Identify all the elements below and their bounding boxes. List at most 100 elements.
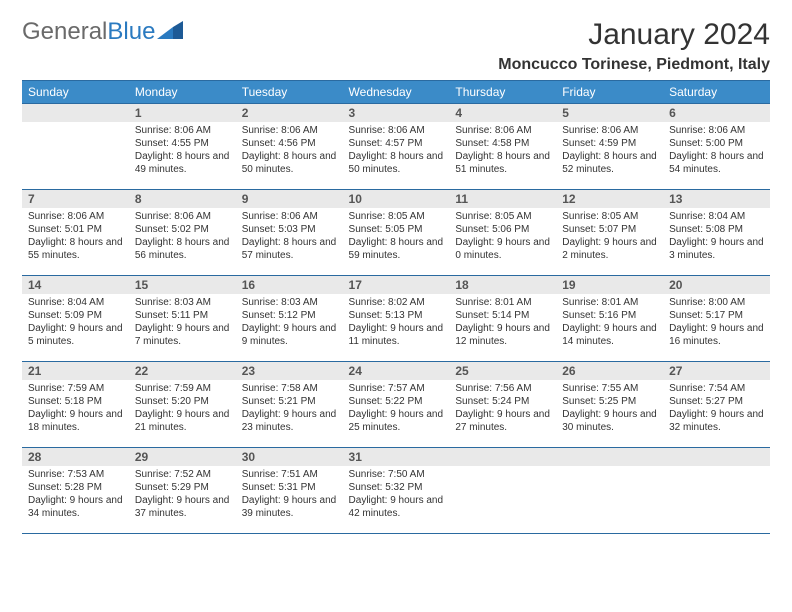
- day-number: 27: [663, 362, 770, 380]
- day-content: Sunrise: 8:06 AMSunset: 5:02 PMDaylight:…: [129, 208, 236, 266]
- day-content: Sunrise: 8:06 AMSunset: 5:03 PMDaylight:…: [236, 208, 343, 266]
- day-content: Sunrise: 7:58 AMSunset: 5:21 PMDaylight:…: [236, 380, 343, 438]
- day-number: 6: [663, 104, 770, 122]
- day-number: 8: [129, 190, 236, 208]
- day-content: Sunrise: 7:59 AMSunset: 5:18 PMDaylight:…: [22, 380, 129, 438]
- calendar-cell: 30Sunrise: 7:51 AMSunset: 5:31 PMDayligh…: [236, 448, 343, 534]
- day-number: 20: [663, 276, 770, 294]
- calendar-row: 7Sunrise: 8:06 AMSunset: 5:01 PMDaylight…: [22, 190, 770, 276]
- calendar-cell: 31Sunrise: 7:50 AMSunset: 5:32 PMDayligh…: [343, 448, 450, 534]
- day-number: 16: [236, 276, 343, 294]
- day-number: 13: [663, 190, 770, 208]
- calendar-cell: 4Sunrise: 8:06 AMSunset: 4:58 PMDaylight…: [449, 104, 556, 190]
- day-content: Sunrise: 8:05 AMSunset: 5:07 PMDaylight:…: [556, 208, 663, 266]
- calendar-cell: 21Sunrise: 7:59 AMSunset: 5:18 PMDayligh…: [22, 362, 129, 448]
- calendar-cell: 8Sunrise: 8:06 AMSunset: 5:02 PMDaylight…: [129, 190, 236, 276]
- day-content: Sunrise: 8:06 AMSunset: 4:56 PMDaylight:…: [236, 122, 343, 180]
- day-number: 7: [22, 190, 129, 208]
- day-number: 22: [129, 362, 236, 380]
- calendar-cell: 23Sunrise: 7:58 AMSunset: 5:21 PMDayligh…: [236, 362, 343, 448]
- calendar-cell: 7Sunrise: 8:06 AMSunset: 5:01 PMDaylight…: [22, 190, 129, 276]
- weekday-header: Wednesday: [343, 81, 450, 104]
- day-number: 18: [449, 276, 556, 294]
- day-number: [449, 448, 556, 466]
- day-number: 17: [343, 276, 450, 294]
- weekday-header: Sunday: [22, 81, 129, 104]
- logo-text-general: General: [22, 18, 107, 46]
- day-content: Sunrise: 7:53 AMSunset: 5:28 PMDaylight:…: [22, 466, 129, 524]
- calendar-row: 28Sunrise: 7:53 AMSunset: 5:28 PMDayligh…: [22, 448, 770, 534]
- weekday-header: Tuesday: [236, 81, 343, 104]
- weekday-header: Monday: [129, 81, 236, 104]
- day-number: 23: [236, 362, 343, 380]
- day-number: 15: [129, 276, 236, 294]
- calendar-row: 14Sunrise: 8:04 AMSunset: 5:09 PMDayligh…: [22, 276, 770, 362]
- calendar-cell: 19Sunrise: 8:01 AMSunset: 5:16 PMDayligh…: [556, 276, 663, 362]
- calendar-cell: 22Sunrise: 7:59 AMSunset: 5:20 PMDayligh…: [129, 362, 236, 448]
- weekday-header: Thursday: [449, 81, 556, 104]
- logo-mark-icon: [157, 18, 183, 46]
- day-content: Sunrise: 7:51 AMSunset: 5:31 PMDaylight:…: [236, 466, 343, 524]
- day-content: Sunrise: 8:02 AMSunset: 5:13 PMDaylight:…: [343, 294, 450, 352]
- day-number: 21: [22, 362, 129, 380]
- page-subtitle: Moncucco Torinese, Piedmont, Italy: [22, 56, 770, 74]
- day-number: 4: [449, 104, 556, 122]
- calendar-cell: 29Sunrise: 7:52 AMSunset: 5:29 PMDayligh…: [129, 448, 236, 534]
- calendar-cell: 12Sunrise: 8:05 AMSunset: 5:07 PMDayligh…: [556, 190, 663, 276]
- day-number: 31: [343, 448, 450, 466]
- logo: GeneralBlue: [22, 18, 183, 46]
- calendar-cell: 27Sunrise: 7:54 AMSunset: 5:27 PMDayligh…: [663, 362, 770, 448]
- calendar-cell: 5Sunrise: 8:06 AMSunset: 4:59 PMDaylight…: [556, 104, 663, 190]
- calendar-cell: 13Sunrise: 8:04 AMSunset: 5:08 PMDayligh…: [663, 190, 770, 276]
- day-number: 19: [556, 276, 663, 294]
- calendar-cell: 2Sunrise: 8:06 AMSunset: 4:56 PMDaylight…: [236, 104, 343, 190]
- calendar-cell: 16Sunrise: 8:03 AMSunset: 5:12 PMDayligh…: [236, 276, 343, 362]
- weekday-header: Friday: [556, 81, 663, 104]
- weekday-header-row: SundayMondayTuesdayWednesdayThursdayFrid…: [22, 81, 770, 104]
- calendar-cell: 17Sunrise: 8:02 AMSunset: 5:13 PMDayligh…: [343, 276, 450, 362]
- calendar-cell: 10Sunrise: 8:05 AMSunset: 5:05 PMDayligh…: [343, 190, 450, 276]
- calendar-cell: 15Sunrise: 8:03 AMSunset: 5:11 PMDayligh…: [129, 276, 236, 362]
- day-content: Sunrise: 7:54 AMSunset: 5:27 PMDaylight:…: [663, 380, 770, 438]
- calendar-cell-empty: [663, 448, 770, 534]
- day-number: 5: [556, 104, 663, 122]
- calendar-table: SundayMondayTuesdayWednesdayThursdayFrid…: [22, 80, 770, 534]
- day-content: Sunrise: 8:04 AMSunset: 5:08 PMDaylight:…: [663, 208, 770, 266]
- calendar-cell: 18Sunrise: 8:01 AMSunset: 5:14 PMDayligh…: [449, 276, 556, 362]
- day-number: 1: [129, 104, 236, 122]
- day-content: Sunrise: 8:06 AMSunset: 4:58 PMDaylight:…: [449, 122, 556, 180]
- calendar-cell: 24Sunrise: 7:57 AMSunset: 5:22 PMDayligh…: [343, 362, 450, 448]
- calendar-cell: 28Sunrise: 7:53 AMSunset: 5:28 PMDayligh…: [22, 448, 129, 534]
- day-number: [22, 104, 129, 122]
- day-content: Sunrise: 8:06 AMSunset: 4:59 PMDaylight:…: [556, 122, 663, 180]
- day-content: Sunrise: 8:01 AMSunset: 5:16 PMDaylight:…: [556, 294, 663, 352]
- day-content: Sunrise: 8:05 AMSunset: 5:06 PMDaylight:…: [449, 208, 556, 266]
- calendar-cell: 20Sunrise: 8:00 AMSunset: 5:17 PMDayligh…: [663, 276, 770, 362]
- day-number: 26: [556, 362, 663, 380]
- day-content: Sunrise: 7:52 AMSunset: 5:29 PMDaylight:…: [129, 466, 236, 524]
- day-number: 10: [343, 190, 450, 208]
- day-content: Sunrise: 8:00 AMSunset: 5:17 PMDaylight:…: [663, 294, 770, 352]
- day-number: [556, 448, 663, 466]
- day-number: 25: [449, 362, 556, 380]
- day-content: Sunrise: 7:59 AMSunset: 5:20 PMDaylight:…: [129, 380, 236, 438]
- day-content: Sunrise: 7:56 AMSunset: 5:24 PMDaylight:…: [449, 380, 556, 438]
- calendar-cell: 25Sunrise: 7:56 AMSunset: 5:24 PMDayligh…: [449, 362, 556, 448]
- day-content: Sunrise: 8:04 AMSunset: 5:09 PMDaylight:…: [22, 294, 129, 352]
- day-content: Sunrise: 7:57 AMSunset: 5:22 PMDaylight:…: [343, 380, 450, 438]
- calendar-cell: 9Sunrise: 8:06 AMSunset: 5:03 PMDaylight…: [236, 190, 343, 276]
- calendar-cell: 6Sunrise: 8:06 AMSunset: 5:00 PMDaylight…: [663, 104, 770, 190]
- calendar-cell: 14Sunrise: 8:04 AMSunset: 5:09 PMDayligh…: [22, 276, 129, 362]
- day-number: [663, 448, 770, 466]
- day-content: Sunrise: 8:03 AMSunset: 5:11 PMDaylight:…: [129, 294, 236, 352]
- day-content: Sunrise: 8:06 AMSunset: 4:55 PMDaylight:…: [129, 122, 236, 180]
- calendar-cell-empty: [22, 104, 129, 190]
- calendar-cell: 1Sunrise: 8:06 AMSunset: 4:55 PMDaylight…: [129, 104, 236, 190]
- page-title: January 2024: [588, 18, 770, 52]
- day-content: Sunrise: 8:06 AMSunset: 5:00 PMDaylight:…: [663, 122, 770, 180]
- day-content: Sunrise: 7:50 AMSunset: 5:32 PMDaylight:…: [343, 466, 450, 524]
- day-number: 2: [236, 104, 343, 122]
- logo-text-blue: Blue: [107, 18, 155, 46]
- day-number: 11: [449, 190, 556, 208]
- calendar-cell-empty: [556, 448, 663, 534]
